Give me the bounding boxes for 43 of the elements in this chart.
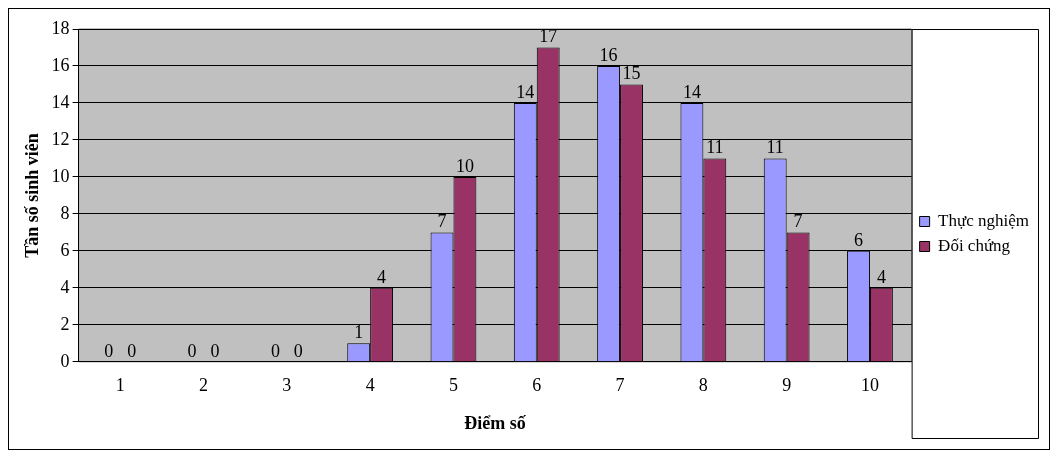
data-label: 1 — [354, 322, 364, 343]
data-label: 7 — [437, 211, 447, 232]
y-tick-label: 4 — [60, 276, 70, 297]
x-tick-label: 10 — [860, 375, 879, 396]
data-label: 0 — [293, 340, 303, 361]
data-label: 14 — [516, 81, 535, 102]
x-tick-label: 6 — [532, 375, 542, 396]
data-label: 7 — [793, 211, 803, 232]
y-tick-label: 12 — [51, 128, 70, 149]
data-label: 0 — [270, 340, 280, 361]
y-tick-label: 10 — [51, 165, 70, 186]
data-label: 11 — [706, 137, 724, 158]
x-axis-title: Điểm số — [464, 412, 527, 433]
x-tick-label: 9 — [782, 375, 792, 396]
data-label: 0 — [127, 340, 137, 361]
data-label: 4 — [876, 266, 886, 287]
y-tick-label: 14 — [51, 91, 70, 112]
data-label: 0 — [187, 340, 197, 361]
data-label: 4 — [377, 266, 387, 287]
y-tick-label: 8 — [60, 202, 70, 223]
x-tick-label: 4 — [365, 375, 375, 396]
y-tick-label: 6 — [60, 239, 70, 260]
data-label: 14 — [682, 81, 701, 102]
data-label: 0 — [104, 340, 114, 361]
legend-label: Thực nghiệm — [938, 210, 1030, 230]
x-tick-label: 8 — [698, 375, 708, 396]
x-tick-label: 1 — [115, 375, 125, 396]
data-label: 15 — [622, 63, 641, 84]
y-tick-label: 16 — [51, 54, 70, 75]
data-label: 10 — [455, 155, 474, 176]
x-tick-label: 3 — [282, 375, 292, 396]
data-label: 16 — [599, 44, 618, 65]
x-tick-label: 5 — [448, 375, 458, 396]
data-label: 6 — [854, 229, 864, 250]
y-tick-label: 18 — [51, 17, 70, 38]
x-tick-label: 7 — [615, 375, 625, 396]
data-label: 11 — [766, 137, 784, 158]
legend-label: Đối chứng — [938, 235, 1011, 255]
y-tick-label: 0 — [60, 350, 70, 371]
y-tick-label: 2 — [60, 313, 70, 334]
x-tick-label: 2 — [199, 375, 209, 396]
data-label: 0 — [210, 340, 220, 361]
y-axis-title: Tần số sinh viên — [22, 133, 43, 258]
